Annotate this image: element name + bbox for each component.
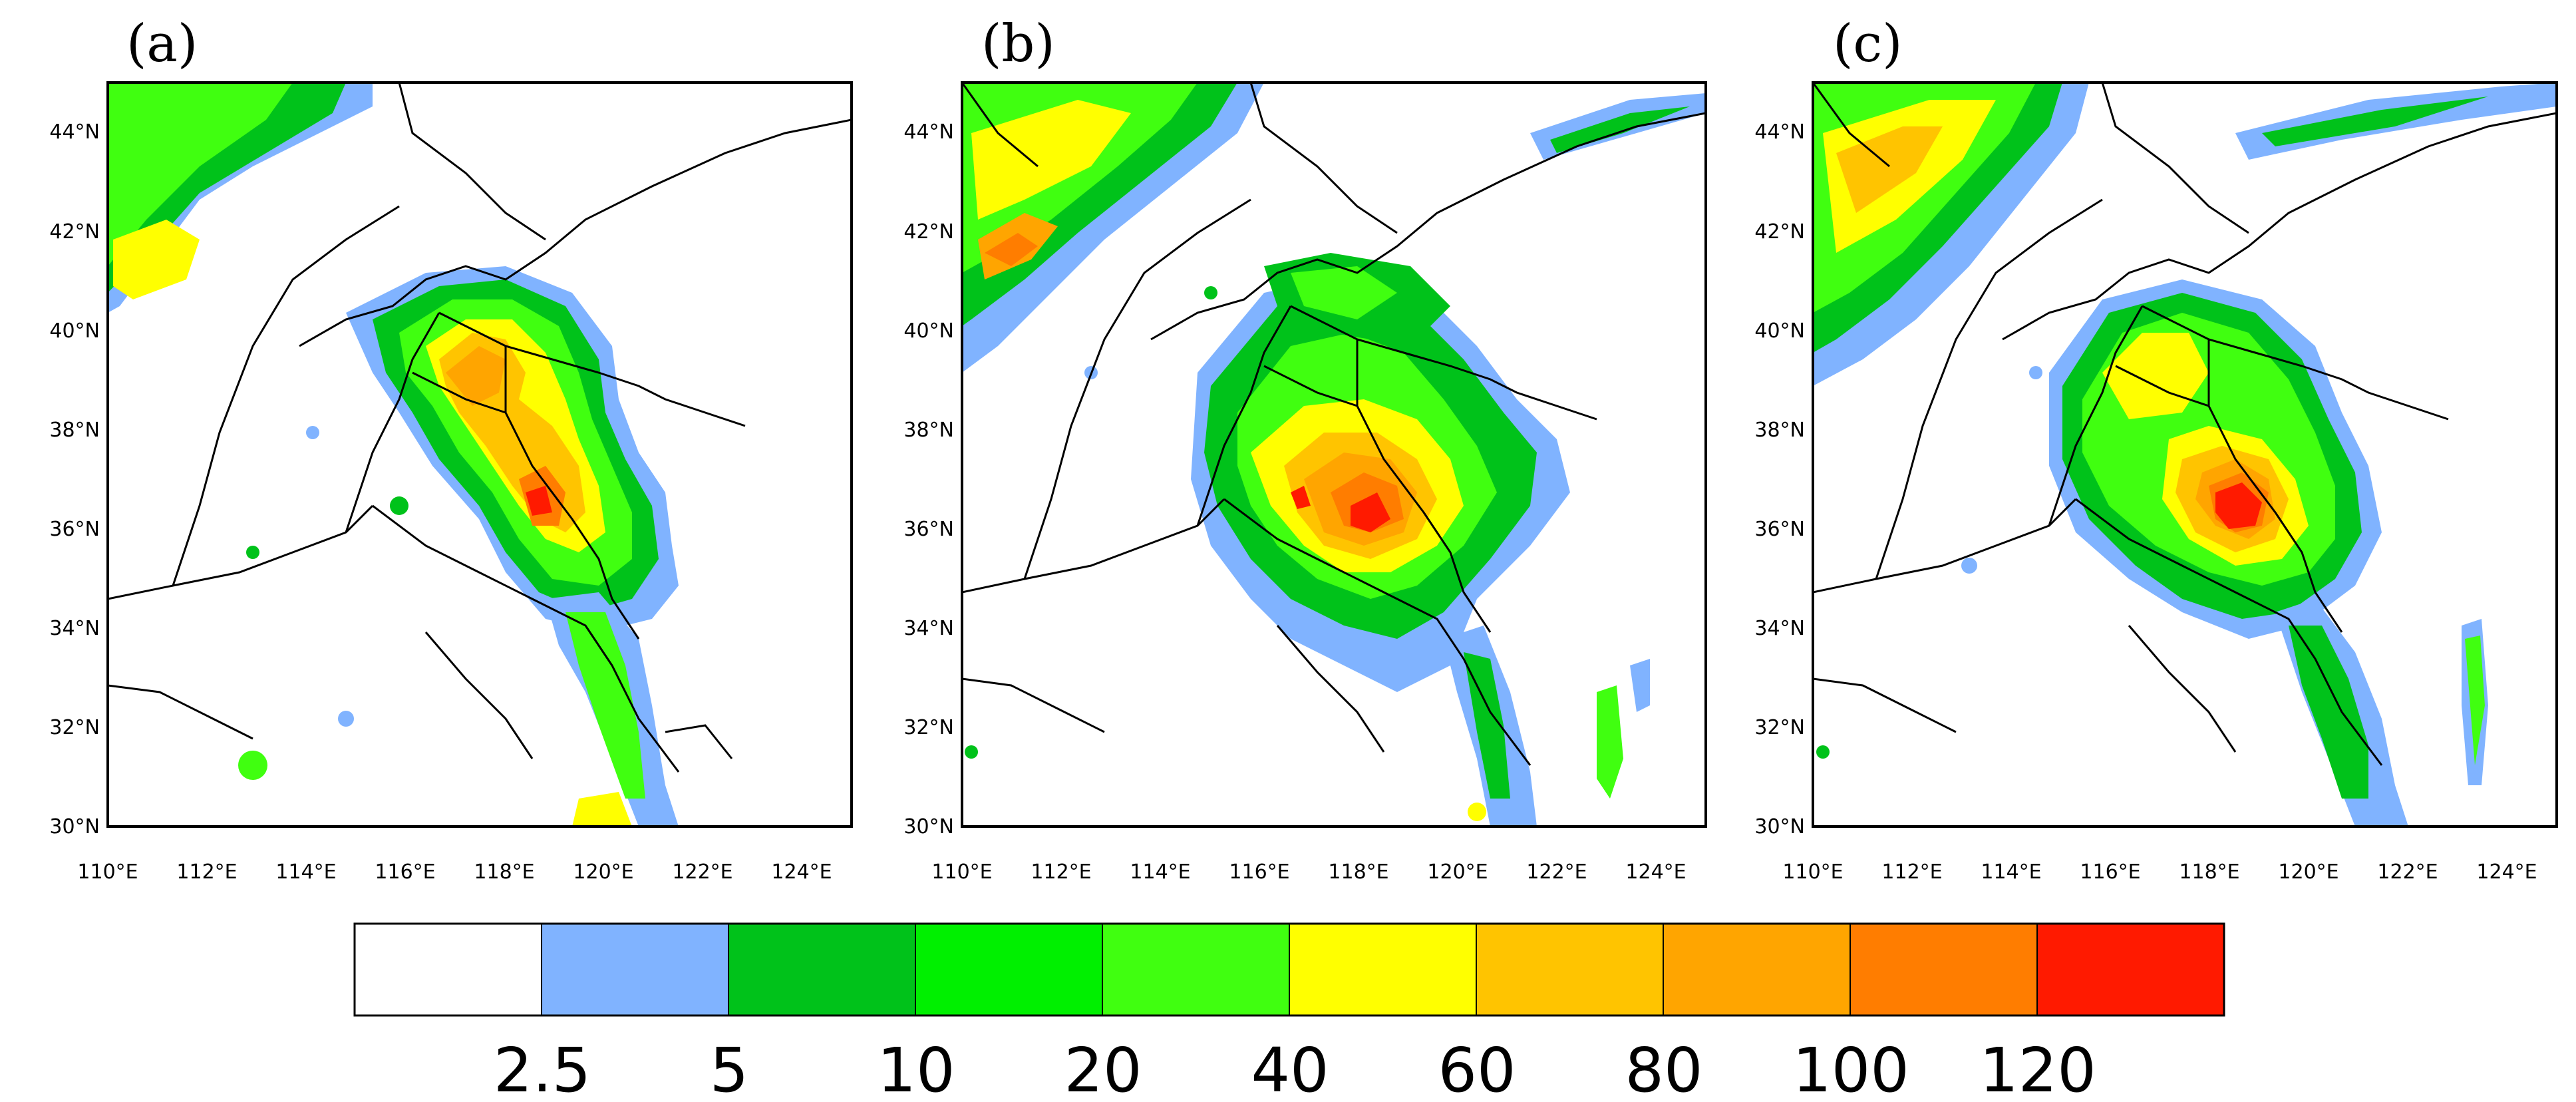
lat-tick-label: 38°N (903, 419, 954, 442)
boundaries (108, 83, 852, 773)
lon-tick-label: 124°E (1625, 860, 1686, 884)
lon-tick-label: 116°E (375, 860, 435, 884)
lon-tick-label: 112°E (1031, 860, 1091, 884)
lat-tick-label: 40°N (903, 319, 954, 343)
colorbar-swatch (1850, 923, 2038, 1016)
lat-tick-label: 44°N (903, 120, 954, 144)
lat-tick-label: 30°N (903, 815, 954, 838)
lat-tick-labels: 44°N 42°N 40°N 38°N 36°N 34°N 32°N 30°N (903, 120, 954, 838)
lat-tick-label: 32°N (903, 716, 954, 739)
lon-tick-label: 118°E (2179, 860, 2239, 884)
colorbar-swatch (1289, 923, 1477, 1016)
lat-tick-label: 34°N (903, 617, 954, 640)
lat-tick-label: 30°N (49, 815, 100, 838)
colorbar-label: 10 (877, 1035, 955, 1102)
lat-tick-label: 38°N (49, 419, 100, 442)
colorbar-label: 100 (1792, 1035, 1909, 1102)
lon-tick-label: 110°E (931, 860, 992, 884)
boundaries (962, 83, 1706, 766)
colorbar-swatch (915, 923, 1103, 1016)
colorbar-label: 5 (710, 1035, 749, 1102)
map-frame (1812, 81, 2558, 828)
colorbar-swatch (1663, 923, 1851, 1016)
lon-tick-label: 124°E (771, 860, 832, 884)
lon-tick-label: 122°E (672, 860, 732, 884)
lat-tick-labels: 44°N 42°N 40°N 38°N 36°N 34°N 32°N 30°N (1754, 120, 1805, 838)
lat-tick-label: 34°N (49, 617, 100, 640)
colorbar-label: 20 (1064, 1035, 1142, 1102)
lon-tick-label: 122°E (2377, 860, 2438, 884)
colorbar-label: 80 (1625, 1035, 1702, 1102)
panel-label: (a) (126, 14, 198, 74)
lat-tick-label: 36°N (903, 518, 954, 541)
colorbar-frame (353, 922, 2225, 1017)
lat-tick-label: 44°N (1754, 120, 1805, 144)
lon-tick-label: 114°E (1981, 860, 2041, 884)
lon-tick-label: 120°E (573, 860, 633, 884)
colorbar-label: 120 (1979, 1035, 2096, 1102)
lat-tick-label: 42°N (903, 220, 954, 244)
colorbar-swatch (1102, 923, 1290, 1016)
precip-field (962, 83, 1706, 826)
lon-tick-label: 120°E (1427, 860, 1488, 884)
colorbar-boxes (354, 923, 2225, 1016)
colorbar-label: 40 (1251, 1035, 1329, 1102)
colorbar-swatch (541, 923, 729, 1016)
panel-a: (a) (49, 14, 853, 884)
lon-tick-label: 110°E (1782, 860, 1843, 884)
lon-tick-label: 118°E (1328, 860, 1388, 884)
lon-tick-labels: 110°E 112°E 114°E 116°E 118°E 120°E 122°… (77, 860, 832, 884)
lon-tick-label: 112°E (1881, 860, 1942, 884)
colorbar-labels: 2.5 5 10 20 40 60 80 100 120 (494, 1035, 2096, 1102)
lat-tick-label: 42°N (1754, 220, 1805, 244)
lat-tick-label: 36°N (49, 518, 100, 541)
colorbar: 2.5 5 10 20 40 60 80 100 120 (353, 922, 2225, 1102)
lon-tick-label: 112°E (176, 860, 237, 884)
lon-tick-label: 120°E (2278, 860, 2338, 884)
lon-tick-label: 110°E (77, 860, 138, 884)
lon-tick-label: 114°E (1130, 860, 1190, 884)
lat-tick-label: 34°N (1754, 617, 1805, 640)
colorbar-swatch (354, 923, 542, 1016)
colorbar-swatch (1476, 923, 1664, 1016)
lat-tick-label: 32°N (49, 716, 100, 739)
colorbar-label: 60 (1438, 1035, 1516, 1102)
boundaries (1813, 83, 2557, 766)
lat-tick-label: 30°N (1754, 815, 1805, 838)
map-frame (106, 81, 853, 828)
lat-tick-label: 38°N (1754, 419, 1805, 442)
lon-tick-label: 124°E (2476, 860, 2537, 884)
panel-label: (c) (1833, 14, 1903, 74)
lat-tick-labels: 44°N 42°N 40°N 38°N 36°N 34°N 32°N 30°N (49, 120, 100, 838)
lon-tick-label: 114°E (275, 860, 336, 884)
map-frame (961, 81, 1707, 828)
lat-tick-label: 44°N (49, 120, 100, 144)
panel-label: (b) (981, 14, 1055, 74)
panel-b: (b) (903, 14, 1707, 884)
lat-tick-label: 42°N (49, 220, 100, 244)
lon-tick-label: 116°E (1229, 860, 1289, 884)
colorbar-swatch (2036, 923, 2225, 1016)
lat-tick-label: 32°N (1754, 716, 1805, 739)
lat-tick-label: 36°N (1754, 518, 1805, 541)
lon-tick-label: 122°E (1526, 860, 1587, 884)
panel-c: (c) (1754, 14, 2558, 884)
colorbar-swatch (728, 923, 916, 1016)
lon-tick-label: 116°E (2080, 860, 2140, 884)
lon-tick-label: 118°E (474, 860, 534, 884)
lon-tick-labels: 110°E 112°E 114°E 116°E 118°E 120°E 122°… (1782, 860, 2537, 884)
lat-tick-label: 40°N (49, 319, 100, 343)
lat-tick-label: 40°N (1754, 319, 1805, 343)
lon-tick-labels: 110°E 112°E 114°E 116°E 118°E 120°E 122°… (931, 860, 1686, 884)
colorbar-label: 2.5 (494, 1035, 591, 1102)
precip-field (108, 83, 679, 826)
